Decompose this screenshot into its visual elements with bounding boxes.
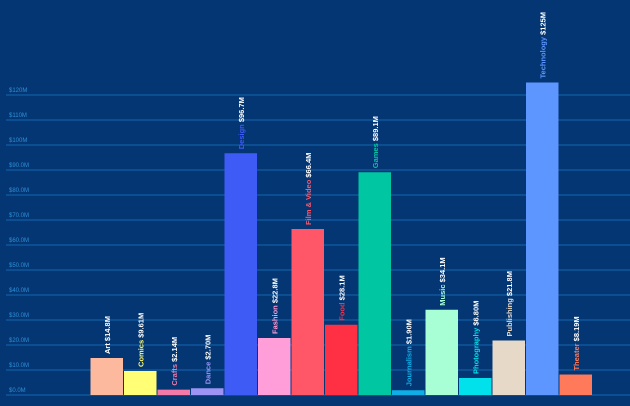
- data-label-category: Games: [371, 141, 380, 168]
- data-label-value: $2.70M: [203, 335, 212, 360]
- data-label-category: Music: [438, 282, 447, 305]
- data-label-photography: Photography $6.80M: [471, 301, 480, 374]
- y-tick-label: $100M: [9, 138, 27, 144]
- data-label-category: Fashion: [270, 303, 279, 334]
- bar-music[interactable]: [425, 309, 459, 395]
- bar-comics[interactable]: [124, 370, 157, 395]
- data-label-design: Design $96.7M: [237, 97, 246, 149]
- data-label-value: $96.7M: [237, 97, 246, 122]
- bar-film-video[interactable]: [291, 229, 325, 395]
- data-label-comics: Comics $9.61M: [136, 313, 145, 367]
- label-layer: Art $14.8M Comics $9.61M Crafts $2.14M Danc…: [103, 12, 581, 386]
- data-label-category: Film & Video: [304, 178, 313, 225]
- y-tick-label: $20.0M: [9, 338, 29, 344]
- y-tick-label: $80.0M: [9, 188, 29, 194]
- data-label-theater: Theater $8.19M: [572, 316, 581, 370]
- data-label-category: Journalism: [404, 344, 413, 386]
- y-tick-label: $10.0M: [9, 363, 29, 369]
- bar-layer: [90, 82, 593, 396]
- data-label-category: Comics: [136, 338, 145, 367]
- data-label-dance: Dance $2.70M: [203, 335, 212, 385]
- bar-dance[interactable]: [191, 388, 224, 395]
- data-label-value: $1.90M: [404, 319, 413, 344]
- bar-crafts[interactable]: [157, 389, 191, 395]
- bar-photography[interactable]: [459, 378, 492, 395]
- data-label-category: Crafts: [170, 362, 179, 386]
- y-tick-label: $70.0M: [9, 213, 29, 219]
- data-label-value: $6.80M: [471, 301, 480, 326]
- data-label-category: Theater: [572, 341, 581, 370]
- data-label-category: Design: [237, 122, 246, 149]
- data-label-value: $66.4M: [304, 153, 313, 178]
- y-tick-label: $90.0M: [9, 163, 29, 169]
- data-label-value: $21.8M: [505, 271, 514, 296]
- data-label-music: Music $34.1M: [438, 257, 447, 305]
- bar-food[interactable]: [325, 324, 358, 395]
- bar-publishing[interactable]: [492, 340, 526, 396]
- data-label-value: $28.1M: [337, 275, 346, 300]
- y-tick-label: $30.0M: [9, 313, 29, 319]
- data-label-food: Food $28.1M: [337, 275, 346, 320]
- bar-theater[interactable]: [559, 374, 593, 395]
- data-label-value: $8.19M: [572, 316, 581, 341]
- data-label-technology: Technology $125M: [538, 12, 547, 79]
- y-tick-label: $0.0M: [9, 388, 26, 394]
- data-label-art: Art $14.8M: [103, 316, 112, 354]
- data-label-value: $22.8M: [270, 278, 279, 303]
- data-label-category: Publishing: [505, 296, 514, 336]
- data-label-publishing: Publishing $21.8M: [505, 271, 514, 336]
- data-label-category: Technology: [538, 35, 547, 79]
- data-label-category: Art: [103, 341, 112, 354]
- data-label-value: $9.61M: [136, 313, 145, 338]
- bar-games[interactable]: [358, 172, 392, 395]
- data-label-category: Dance: [203, 360, 212, 385]
- data-label-journalism: Journalism $1.90M: [404, 319, 413, 386]
- data-label-value: $14.8M: [103, 316, 112, 341]
- bar-technology[interactable]: [526, 82, 559, 396]
- bar-journalism[interactable]: [392, 390, 425, 395]
- y-tick-label: $40.0M: [9, 288, 29, 294]
- data-label-value: $89.1M: [371, 116, 380, 141]
- data-label-fashion: Fashion $22.8M: [270, 278, 279, 334]
- data-label-film-video: Film & Video $66.4M: [304, 153, 313, 225]
- data-label-value: $125M: [538, 12, 547, 35]
- bar-art[interactable]: [90, 358, 124, 395]
- data-label-crafts: Crafts $2.14M: [170, 337, 179, 386]
- bar-fashion[interactable]: [258, 338, 291, 395]
- y-tick-label: $110M: [9, 113, 27, 119]
- data-label-games: Games $89.1M: [371, 116, 380, 168]
- data-label-category: Photography: [471, 326, 480, 374]
- data-label-category: Food: [337, 300, 346, 320]
- y-tick-label: $120M: [9, 88, 27, 94]
- data-label-value: $2.14M: [170, 337, 179, 362]
- data-label-value: $34.1M: [438, 257, 447, 282]
- y-tick-label: $50.0M: [9, 263, 29, 269]
- y-tick-label: $60.0M: [9, 238, 29, 244]
- bar-design[interactable]: [224, 153, 258, 395]
